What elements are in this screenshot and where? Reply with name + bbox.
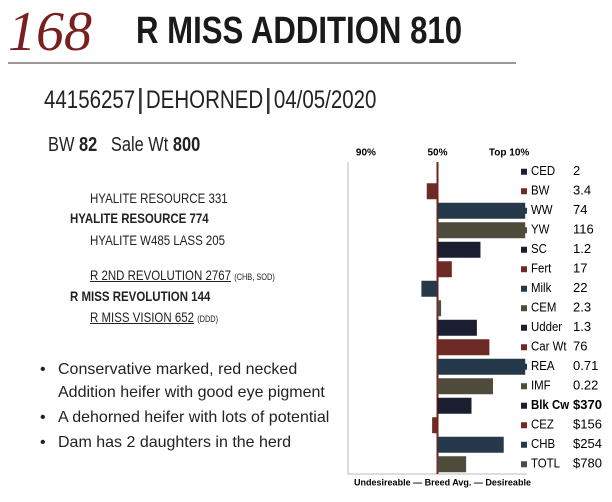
trait-epd: 1.2 bbox=[573, 241, 591, 256]
bar bbox=[437, 222, 526, 239]
status: DEHORNED bbox=[145, 86, 264, 114]
trait-label: CEM bbox=[531, 300, 556, 315]
legend-swatch bbox=[521, 402, 527, 409]
x-tick-label: 50% bbox=[427, 148, 447, 159]
sale-weight: 800 bbox=[172, 134, 201, 156]
pedigree-name: R MISS VISION 652 bbox=[90, 309, 194, 325]
bar bbox=[437, 397, 472, 414]
trait-epd: 22 bbox=[573, 280, 587, 295]
legend-swatch bbox=[521, 188, 527, 195]
pedigree-entry: R MISS VISION 652 (DDD) bbox=[90, 309, 218, 325]
legend-swatch bbox=[521, 344, 527, 351]
bar bbox=[437, 319, 477, 336]
bullet: Dam has 2 daughters in the herd bbox=[40, 431, 340, 454]
bar bbox=[437, 339, 490, 356]
pedigree-sire: HYALITE RESOURCE 774 bbox=[70, 210, 209, 226]
bar bbox=[437, 378, 493, 395]
trait-epd: 74 bbox=[573, 202, 587, 217]
trait-label: Blk Cw bbox=[531, 398, 570, 413]
pedigree-dam: R MISS REVOLUTION 144 bbox=[70, 288, 211, 304]
trait-label: Milk bbox=[531, 281, 552, 296]
trait-label: CHB bbox=[531, 437, 555, 452]
bar bbox=[437, 358, 526, 375]
trait-epd: $156 bbox=[573, 417, 602, 432]
pedigree-entry: R 2ND REVOLUTION 2767 (CHB, SOD) bbox=[90, 267, 275, 283]
trait-label: IMF bbox=[531, 378, 551, 393]
bar bbox=[437, 241, 481, 258]
pedigree-entry: HYALITE W485 LASS 205 bbox=[90, 232, 226, 248]
trait-epd: 116 bbox=[573, 222, 594, 237]
bullet-list: Conservative marked, red necked Addition… bbox=[40, 358, 340, 456]
trait-epd: 1.3 bbox=[573, 319, 591, 334]
bar bbox=[437, 456, 467, 473]
bar bbox=[426, 183, 438, 200]
trait-epd: 0.22 bbox=[573, 378, 598, 393]
legend-swatch bbox=[521, 422, 527, 429]
trait-label: YW bbox=[531, 222, 550, 237]
legend-swatch bbox=[521, 227, 527, 234]
trait-label: BW bbox=[531, 183, 550, 198]
x-tick-label: Top 10% bbox=[489, 148, 529, 159]
trait-epd: $370 bbox=[573, 397, 602, 412]
trait-label: CED bbox=[531, 164, 555, 179]
bar bbox=[437, 436, 504, 453]
animal-name: R MISS ADDITION 810 bbox=[136, 10, 463, 52]
bar bbox=[432, 417, 438, 434]
bw: 82 bbox=[78, 134, 98, 156]
registration: 44156257 bbox=[44, 86, 136, 114]
bullet: A dehorned heifer with lots of potential bbox=[40, 406, 340, 429]
trait-epd: 2.3 bbox=[573, 300, 591, 315]
legend-swatch bbox=[521, 363, 527, 370]
trait-label: TOTL bbox=[531, 456, 560, 471]
bar bbox=[437, 261, 452, 278]
legend-swatch bbox=[521, 246, 527, 253]
bar bbox=[437, 300, 442, 317]
trait-label: Fert bbox=[531, 261, 552, 276]
lot-number: 168 bbox=[8, 1, 92, 63]
trait-epd: 0.71 bbox=[573, 358, 598, 373]
pedigree-name: R 2ND REVOLUTION 2767 bbox=[90, 267, 232, 283]
registration-line: 44156257 DEHORNED 04/05/2020 bbox=[44, 86, 376, 115]
trait-label: REA bbox=[531, 359, 555, 374]
trait-epd: $780 bbox=[573, 456, 602, 471]
legend-swatch bbox=[521, 266, 527, 273]
pedigree-note: (DDD) bbox=[197, 314, 219, 324]
legend-swatch bbox=[521, 168, 527, 175]
legend-swatch bbox=[521, 383, 527, 390]
title-rule bbox=[8, 62, 516, 64]
sale-label: Sale Wt bbox=[110, 134, 169, 156]
legend-swatch bbox=[521, 207, 527, 214]
bar bbox=[437, 202, 526, 219]
legend-swatch bbox=[521, 305, 527, 312]
pedigree-entry: HYALITE RESOURCE 331 bbox=[90, 190, 228, 206]
birth-date: 04/05/2020 bbox=[273, 86, 377, 114]
bar bbox=[421, 280, 438, 297]
chart-caption: Undesireable — Breed Avg. — Desireable bbox=[354, 477, 531, 487]
pedigree-note: (CHB, SOD) bbox=[234, 272, 275, 282]
legend-swatch bbox=[521, 285, 527, 292]
trait-epd: 17 bbox=[573, 261, 587, 276]
trait-epd: 3.4 bbox=[573, 183, 591, 198]
bullet: Conservative marked, red necked Addition… bbox=[40, 358, 340, 404]
weights: BW 82 Sale Wt 800 bbox=[48, 134, 200, 157]
trait-label: WW bbox=[531, 203, 553, 218]
trait-epd: 2 bbox=[573, 163, 580, 178]
x-tick-label: 90% bbox=[356, 148, 376, 159]
trait-epd: 76 bbox=[573, 339, 587, 354]
trait-label: Car Wt bbox=[531, 339, 567, 354]
legend-swatch bbox=[521, 461, 527, 468]
trait-epd: $254 bbox=[573, 436, 602, 451]
legend-swatch bbox=[521, 441, 527, 448]
trait-label: Udder bbox=[531, 320, 562, 335]
trait-label: SC bbox=[531, 242, 547, 257]
bw-label: BW bbox=[48, 134, 75, 156]
legend-swatch bbox=[521, 324, 527, 331]
trait-label: CEZ bbox=[531, 417, 554, 432]
